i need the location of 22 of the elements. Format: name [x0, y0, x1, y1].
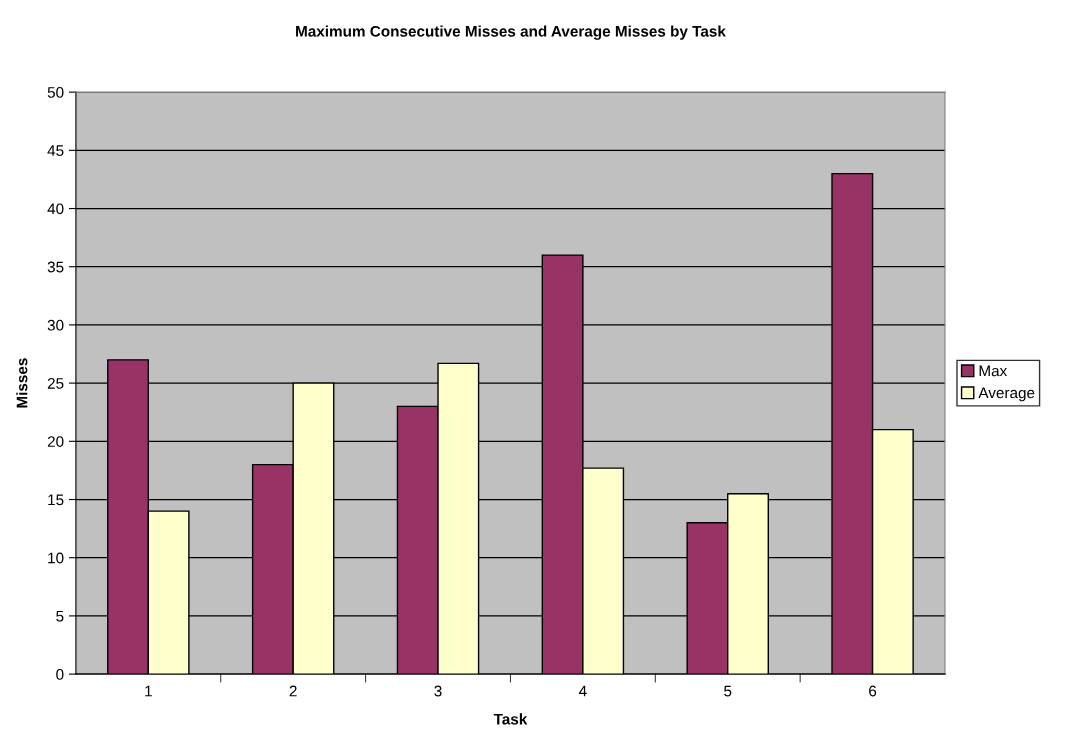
y-tick-label: 40: [47, 203, 64, 215]
x-tick-label: 3: [434, 685, 442, 697]
x-tick-label: 4: [578, 685, 587, 697]
legend-label: Max: [979, 365, 1008, 377]
y-tick-label: 0: [56, 668, 64, 680]
y-tick-label: 30: [47, 319, 64, 331]
x-tick-label: 1: [145, 685, 152, 697]
legend-label: Average: [978, 387, 1035, 402]
x-tick-label: 2: [289, 685, 297, 697]
y-tick-label: 45: [47, 145, 64, 157]
y-tick-label: 5: [56, 610, 64, 622]
y-tick-label: 15: [48, 494, 64, 506]
x-tick-label: 6: [869, 685, 877, 697]
chart-title: Maximum Consecutive Misses and Average Misses by Task: [296, 25, 726, 40]
y-tick-label: 10: [48, 552, 64, 564]
y-axis-title: Misses: [16, 358, 28, 408]
y-tick-label: 20: [47, 436, 64, 447]
y-tick-label: 25: [47, 377, 64, 389]
y-tick-label: 50: [47, 86, 64, 98]
y-tick-label: 35: [47, 261, 64, 273]
x-axis-title: Task: [493, 713, 528, 725]
x-tick-label: 5: [724, 685, 732, 697]
